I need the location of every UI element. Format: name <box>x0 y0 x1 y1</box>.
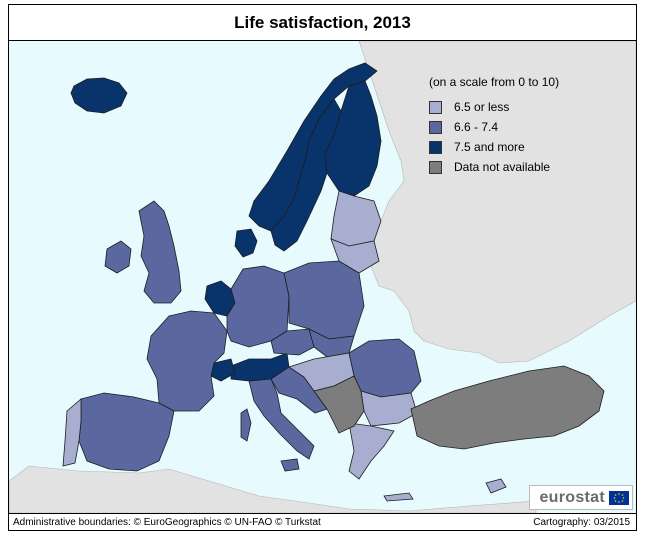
logo-text: eurostat <box>539 488 605 506</box>
country-poland <box>283 260 365 340</box>
legend-item-na: Data not available <box>429 157 629 177</box>
eurostat-logo: eurostat <box>529 485 633 510</box>
legend-swatch <box>429 100 442 114</box>
legend-label: 7.5 and more <box>454 140 525 154</box>
footer-cartography: Cartography: 03/2015 <box>533 517 630 528</box>
country-france <box>146 310 228 412</box>
map-title: Life satisfaction, 2013 <box>9 5 636 41</box>
country-greece <box>348 422 395 480</box>
country-spain <box>78 392 175 472</box>
country-ireland <box>104 240 132 274</box>
legend-label: Data not available <box>454 160 551 174</box>
legend-item-low: 6.5 or less <box>429 97 629 117</box>
country-bulgaria <box>360 390 418 427</box>
country-iceland <box>70 77 128 114</box>
footer: Administrative boundaries: © EuroGeograp… <box>9 513 636 531</box>
country-united-kingdom <box>138 200 182 304</box>
island-crete <box>383 492 414 502</box>
legend-swatch <box>429 140 442 154</box>
legend-label: 6.6 - 7.4 <box>454 120 499 134</box>
footer-credits: Administrative boundaries: © EuroGeograp… <box>13 517 321 528</box>
country-finland <box>324 80 382 197</box>
eu-flag-icon <box>609 490 629 505</box>
legend-item-high: 7.5 and more <box>429 137 629 157</box>
country-italy <box>248 378 315 460</box>
europe-map <box>9 41 636 513</box>
land-russia-belarus-ukraine <box>358 41 636 364</box>
country-western-balkans <box>313 375 365 434</box>
country-germany <box>226 265 290 348</box>
legend-item-mid: 6.6 - 7.4 <box>429 117 629 137</box>
legend-swatch <box>429 160 442 174</box>
legend: (on a scale from 0 to 10) 6.5 or less 6.… <box>429 75 629 177</box>
map-frame: Life satisfaction, 2013 <box>8 4 637 531</box>
country-denmark <box>234 228 258 258</box>
legend-label: 6.5 or less <box>454 100 510 114</box>
country-portugal <box>62 398 82 467</box>
country-turkey <box>410 365 605 450</box>
map-area: (on a scale from 0 to 10) 6.5 or less 6.… <box>9 41 636 513</box>
island-corsica-sardinia <box>240 408 252 442</box>
country-estonia-latvia <box>330 190 382 247</box>
country-lithuania <box>330 238 380 274</box>
land-north-africa <box>9 465 537 513</box>
legend-note: (on a scale from 0 to 10) <box>429 75 560 89</box>
legend-swatch <box>429 120 442 134</box>
island-sicily <box>280 458 300 472</box>
country-cyprus <box>485 478 507 494</box>
